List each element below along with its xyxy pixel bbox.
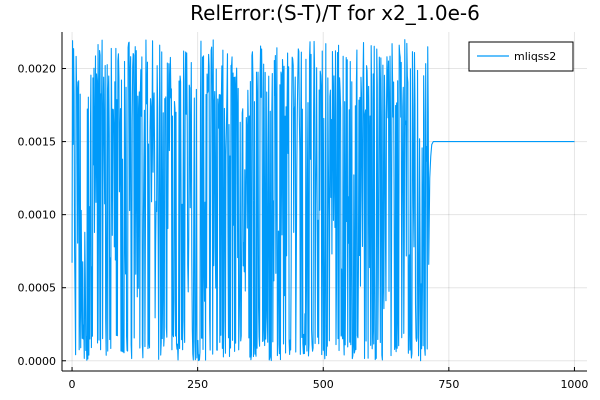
- x-tick-label-1: 250: [187, 378, 208, 391]
- x-tick-label-2: 500: [313, 378, 334, 391]
- y-tick-label-2: 0.0010: [18, 209, 57, 222]
- x-tick-label-4: 1000: [560, 378, 588, 391]
- y-tick-label-3: 0.0015: [18, 136, 57, 149]
- x-tick-labels: 0 250 500 750 1000: [69, 378, 589, 391]
- series-group: [71, 39, 575, 362]
- y-tick-labels: 0.0000 0.0005 0.0010 0.0015 0.0020: [18, 63, 57, 368]
- y-tick-label-4: 0.0020: [18, 63, 57, 76]
- legend-label: mliqss2: [514, 50, 556, 63]
- x-tick-label-3: 750: [438, 378, 459, 391]
- legend: mliqss2: [468, 41, 574, 72]
- series-line-mliqss2: [71, 39, 575, 362]
- y-tick-label-1: 0.0005: [18, 282, 57, 295]
- y-tick-label-0: 0.0000: [18, 355, 57, 368]
- chart-title: RelError:(S-T)/T for x2_1.0e-6: [190, 1, 480, 25]
- x-tick-label-0: 0: [69, 378, 76, 391]
- axes: [61, 32, 587, 372]
